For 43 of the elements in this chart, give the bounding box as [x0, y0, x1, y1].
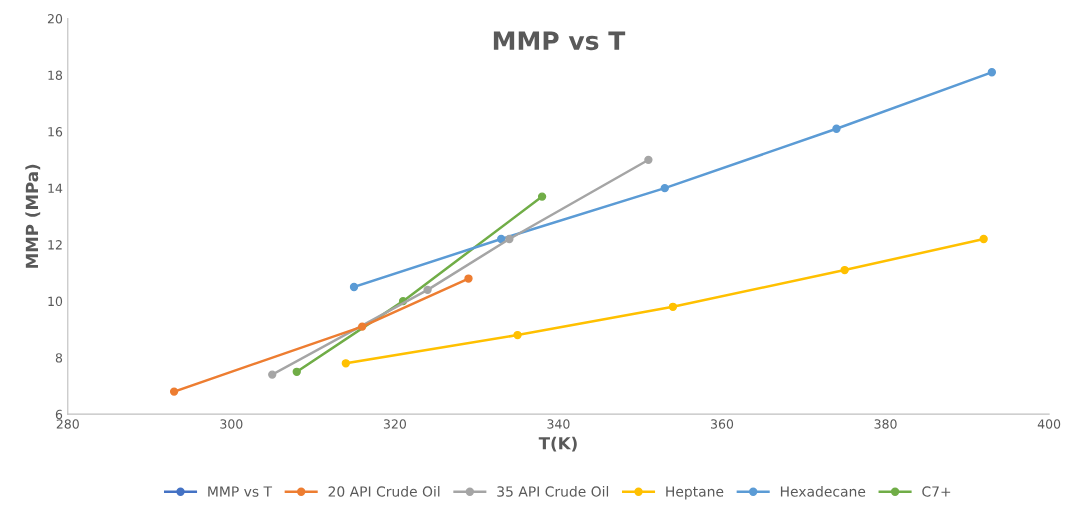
point	[987, 68, 997, 77]
point	[497, 234, 506, 244]
point	[537, 192, 547, 201]
y-tick-label: 8	[55, 353, 63, 363]
legend-label: 35 API Crude Oil	[497, 486, 609, 497]
x-tick-label: 340	[547, 419, 570, 429]
x-tick-label: 280	[56, 419, 79, 429]
point	[358, 322, 367, 331]
y-tick-label: 18	[48, 70, 63, 81]
point	[423, 285, 432, 295]
y-tick-label: 12	[48, 240, 62, 250]
point	[979, 234, 988, 244]
x-tick-label: 380	[874, 419, 897, 429]
x-tick-label: 300	[220, 419, 243, 429]
point	[341, 359, 350, 368]
x-axis-title: T(K)	[538, 436, 577, 452]
point	[505, 234, 514, 244]
point	[668, 302, 678, 311]
legend-label: C7+	[922, 486, 951, 497]
y-tick-label: 14	[48, 183, 63, 193]
point	[268, 370, 277, 379]
x-tick-label: 320	[383, 419, 406, 429]
chart-title: MMP vs T	[493, 31, 626, 51]
point	[464, 274, 473, 283]
legend-label: Hexadecane	[780, 486, 866, 497]
legend-label: 20 API Crude Oil	[328, 486, 440, 497]
point	[840, 265, 849, 275]
x-tick-label: 400	[1037, 419, 1061, 429]
y-tick-label: 6	[55, 409, 63, 420]
point	[832, 124, 841, 133]
y-axis-title: MMP (MPa)	[25, 164, 41, 268]
point	[292, 367, 301, 376]
legend-label: MMP vs T	[208, 486, 273, 497]
legend-label: Heptane	[666, 486, 724, 500]
point	[513, 330, 522, 340]
x-tick-label: 360	[711, 419, 734, 429]
y-tick-label: 20	[47, 14, 63, 24]
point	[349, 282, 359, 292]
y-tick-label: 16	[48, 127, 63, 137]
y-tick-label: 10	[48, 296, 63, 307]
point	[169, 387, 179, 396]
point	[660, 183, 669, 193]
point	[644, 155, 653, 165]
